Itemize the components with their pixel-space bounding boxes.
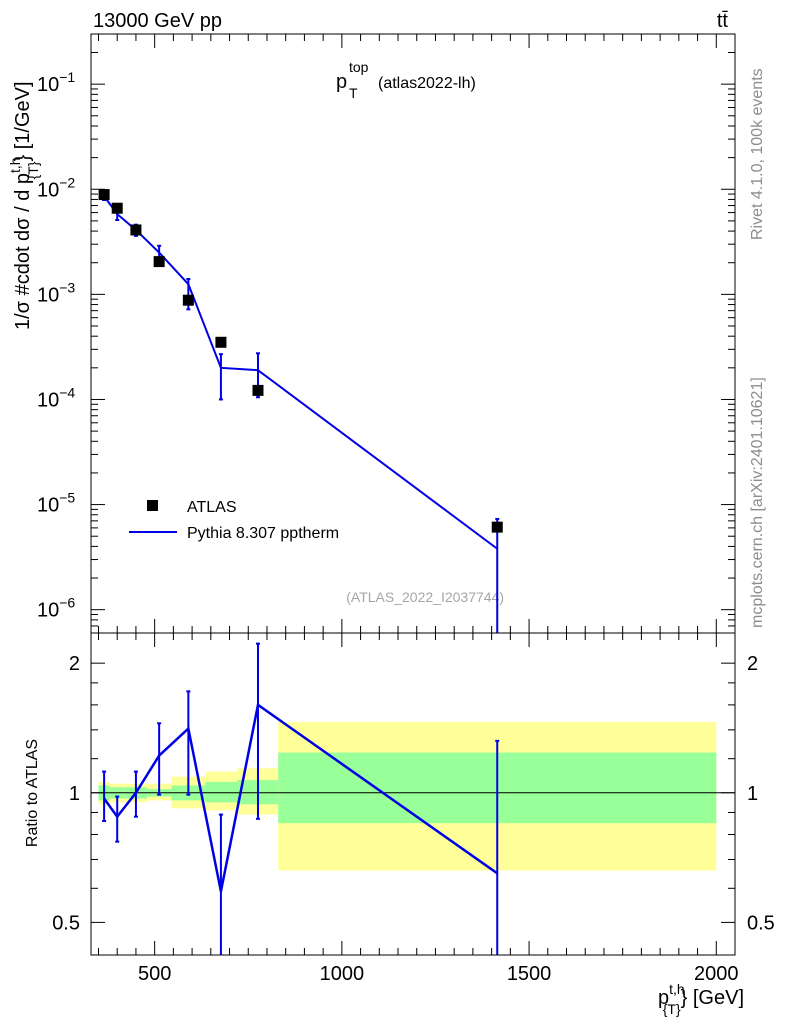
side-text-bottom-wrap: mcplots.cern.ch [arXiv:2401.10621] (749, 377, 766, 628)
main-ytick-label: 10−3 (37, 279, 75, 306)
xlabel-main: p (658, 987, 669, 1009)
axes: 10−1 10−2 10−3 10−4 10−5 10−6 500 1000 1500 2000 2… (37, 33, 775, 985)
watermark: (ATLAS_2022_I2037744) (346, 589, 504, 605)
mc-line (103, 195, 498, 550)
title-main: p (336, 71, 347, 93)
main-ytick-label: 10−1 (37, 69, 75, 96)
data-point (153, 256, 165, 268)
ratio-panel-data (91, 642, 735, 955)
xtick-label: 500 (138, 963, 171, 985)
ratio-ytick-label-left: 2 (69, 653, 80, 675)
data-point (252, 384, 264, 396)
data-point (215, 336, 227, 348)
ratio-ytick-label-left: 1 (69, 783, 80, 805)
main-panel-data (98, 189, 503, 633)
side-text-top-wrap: Rivet 4.1.0, 100k events (749, 68, 766, 240)
data-point (491, 521, 503, 533)
ratio-frame (90, 632, 736, 956)
ratio-ylabel: Ratio to ATLAS (24, 739, 41, 847)
legend-marker-atlas (147, 500, 158, 511)
main-ytick-label: 10−4 (37, 384, 75, 411)
main-ytick-label: 10−5 (37, 490, 75, 517)
title-sub: T (349, 85, 358, 101)
title-sup: top (349, 59, 369, 75)
legend: ATLAS Pythia 8.307 pptherm (129, 499, 339, 542)
side-text-top: Rivet 4.1.0, 100k events (749, 68, 766, 240)
header-right: tt̄ (717, 10, 729, 32)
header-left: 13000 GeV pp (93, 10, 222, 32)
main-ylabel-unit: } [1/GeV] (12, 81, 34, 161)
ratio-ytick-label-left: 0.5 (52, 912, 80, 934)
title-tag: (atlas2022-lh) (378, 75, 476, 92)
xlabel: pt,h {T}} [GeV] (658, 981, 744, 1017)
main-ylabel-sup: t,h (7, 157, 23, 173)
ratio-ylabel-text: Ratio to ATLAS (24, 739, 41, 847)
data-point (182, 294, 194, 306)
ratio-ytick-label-right: 2 (747, 653, 758, 675)
legend-label-atlas: ATLAS (187, 499, 237, 516)
band-inner (205, 781, 238, 803)
main-ytick-label: 10−6 (37, 595, 75, 622)
xtick-label: 1500 (507, 963, 552, 985)
xlabel-sup: t,h (669, 981, 685, 997)
data-point (130, 224, 142, 236)
legend-label-pythia: Pythia 8.307 pptherm (187, 525, 339, 542)
ratio-ytick-label-right: 1 (747, 783, 758, 805)
xtick-label: 1000 (320, 963, 365, 985)
xlabel-unit: } [GeV] (681, 987, 744, 1009)
main-ylabel: 1/σ #cdot dσ / d pt,h {T}} [1/GeV] (7, 81, 41, 330)
main-ylabel-text: 1/σ #cdot dσ / d pt,h {T}} [1/GeV] (7, 81, 41, 330)
xtick-label: 2000 (694, 963, 739, 985)
ratio-ytick-label-right: 0.5 (747, 912, 775, 934)
main-ytick-label: 10−2 (37, 174, 75, 201)
xlabel-sub: {T} (663, 1001, 681, 1017)
data-point (111, 202, 123, 214)
side-text-bottom: mcplots.cern.ch [arXiv:2401.10621] (749, 377, 766, 628)
data-point (98, 189, 110, 201)
main-ylabel-main: 1/σ #cdot dσ / d p (12, 173, 34, 330)
main-ylabel-sub: {T} (25, 161, 41, 179)
ratio-mc-line (103, 702, 498, 892)
main-frame (90, 33, 736, 634)
